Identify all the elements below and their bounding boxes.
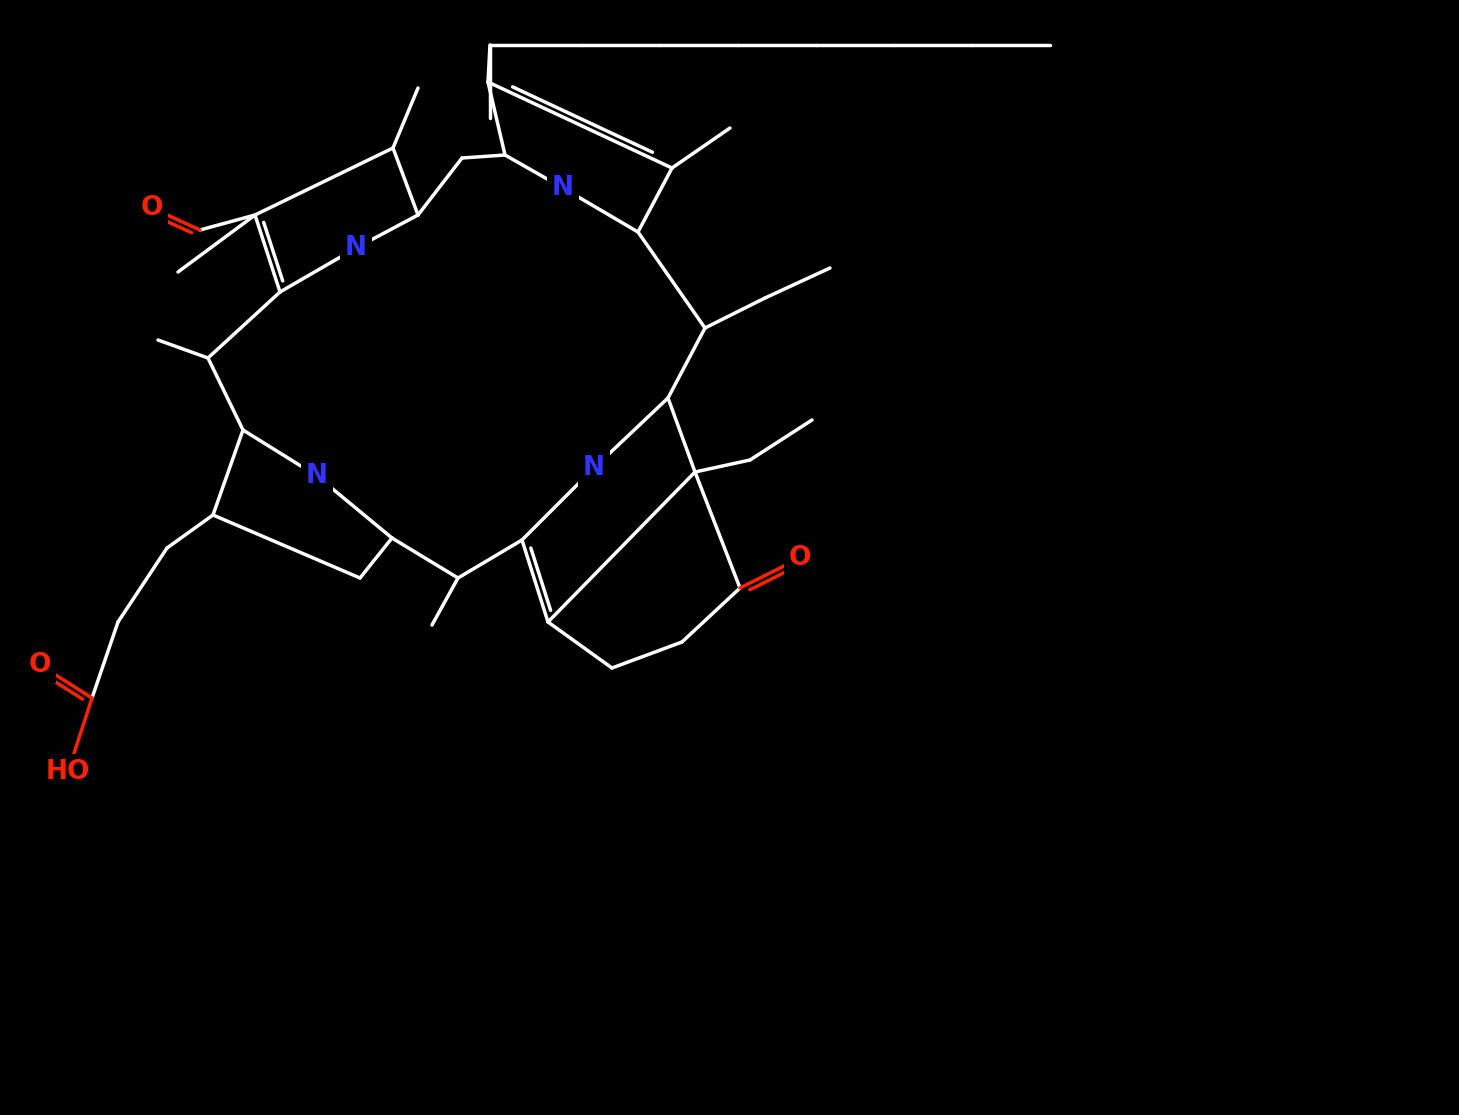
Text: O: O bbox=[140, 195, 163, 221]
Text: N: N bbox=[584, 455, 605, 481]
Text: N: N bbox=[306, 463, 328, 489]
Text: HO: HO bbox=[45, 759, 90, 785]
Text: N: N bbox=[552, 175, 573, 201]
Text: O: O bbox=[789, 545, 811, 571]
Text: N: N bbox=[344, 235, 368, 261]
Text: O: O bbox=[29, 652, 51, 678]
